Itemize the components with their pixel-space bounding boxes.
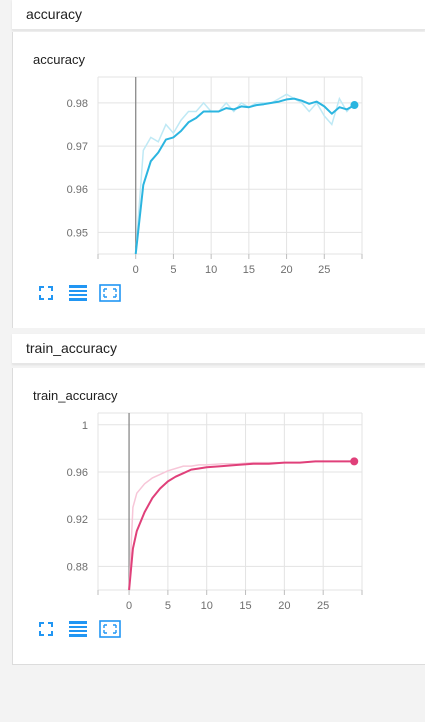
log-scale-button[interactable]: [67, 282, 89, 304]
fullscreen-icon: [39, 286, 53, 300]
y-tick-label: 0.96: [67, 467, 88, 479]
y-tick-label: 0.96: [67, 184, 88, 196]
last-point-marker[interactable]: [350, 457, 359, 466]
fit-domain-icon: [99, 620, 121, 638]
smoothed-series-line: [128, 460, 355, 591]
fullscreen-icon: [39, 622, 53, 636]
fit-domain-button[interactable]: [99, 618, 121, 640]
fit-domain-button[interactable]: [99, 282, 121, 304]
section-title: accuracy: [26, 6, 83, 22]
chart-toolbar: [35, 618, 131, 640]
section-header-train-accuracy[interactable]: train_accuracy: [12, 334, 425, 364]
log-scale-icon: [69, 621, 87, 637]
smoothed-series-line: [134, 97, 355, 255]
x-tick-label: 0: [126, 600, 132, 612]
chart-title: train_accuracy: [33, 388, 118, 403]
y-tick-label: 0.92: [67, 514, 88, 526]
x-tick-label: 10: [205, 264, 217, 276]
y-tick-label: 1: [82, 420, 88, 432]
y-tick-label: 0.88: [67, 561, 88, 573]
chart-title: accuracy: [33, 52, 86, 67]
fullscreen-button[interactable]: [35, 282, 57, 304]
x-tick-label: 25: [317, 600, 329, 612]
log-scale-button[interactable]: [67, 618, 89, 640]
last-point-marker[interactable]: [350, 101, 359, 110]
log-scale-icon: [69, 285, 87, 301]
fit-domain-icon: [99, 284, 121, 302]
chart-card-train-accuracy: train_accuracy 0.88 0.92 0.96 1 0 5 10 15 20 25: [12, 368, 425, 664]
chart-toolbar: [35, 282, 131, 304]
x-tick-label: 5: [170, 264, 176, 276]
section-header-accuracy[interactable]: accuracy: [12, 0, 425, 30]
x-tick-label: 5: [165, 600, 171, 612]
x-tick-label: 15: [243, 264, 255, 276]
x-tick-label: 25: [318, 264, 330, 276]
x-tick-label: 20: [280, 264, 292, 276]
x-tick-label: 10: [201, 600, 213, 612]
y-tick-label: 0.95: [67, 227, 88, 239]
raw-series-line: [134, 93, 356, 255]
raw-series-line: [128, 460, 355, 591]
x-tick-label: 0: [133, 264, 139, 276]
accuracy-chart[interactable]: 0.95 0.96 0.97 0.98 0 5 10 15 20 25: [13, 32, 425, 328]
fullscreen-button[interactable]: [35, 618, 57, 640]
page-background: [12, 664, 425, 722]
x-tick-label: 20: [278, 600, 290, 612]
x-tick-label: 15: [239, 600, 251, 612]
section-title: train_accuracy: [26, 340, 118, 356]
y-tick-label: 0.97: [67, 141, 88, 153]
chart-card-accuracy: accuracy 0.95 0.96 0.97 0.98 0 5 10 15 20 25: [12, 32, 425, 328]
y-tick-label: 0.98: [67, 98, 88, 110]
